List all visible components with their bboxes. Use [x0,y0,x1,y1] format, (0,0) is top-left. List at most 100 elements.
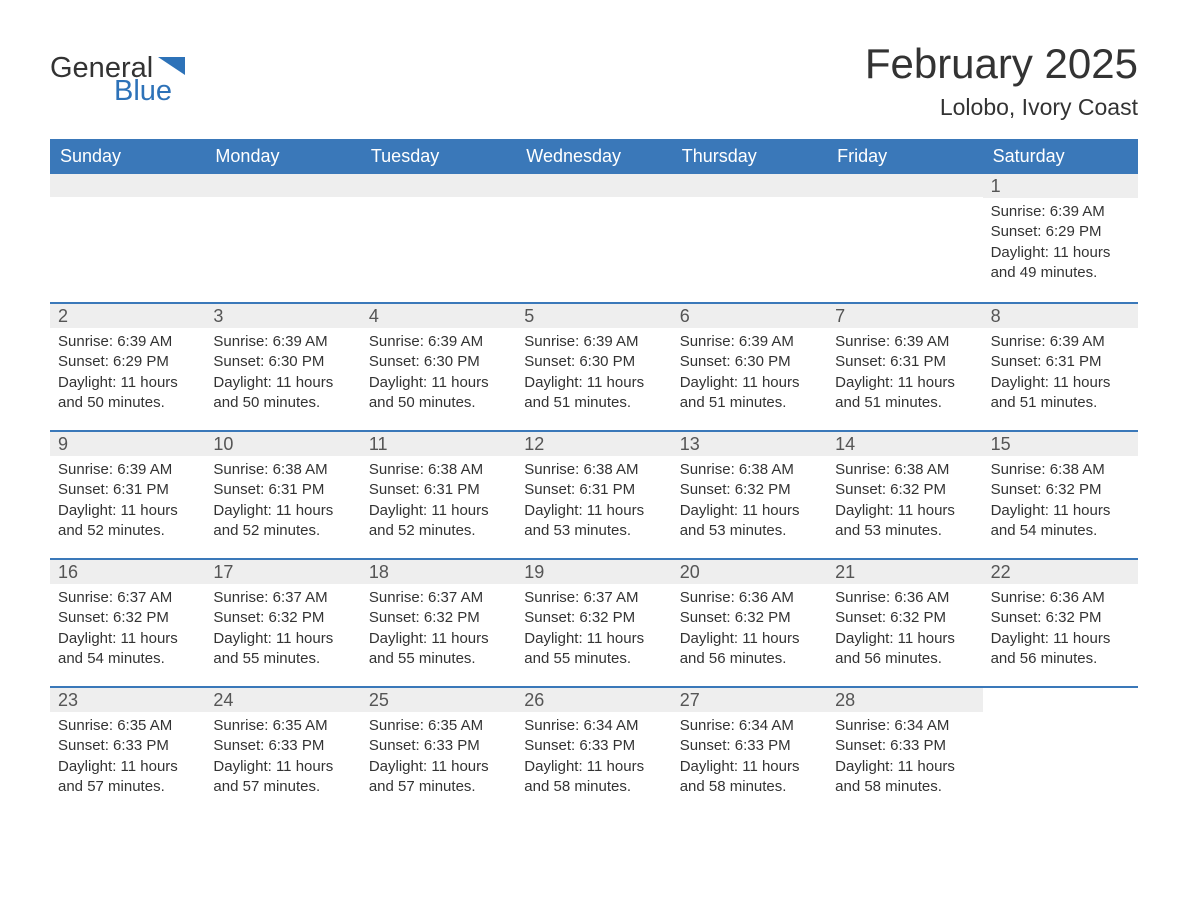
week-row: 23Sunrise: 6:35 AMSunset: 6:33 PMDayligh… [50,686,1138,814]
day-cell: 19Sunrise: 6:37 AMSunset: 6:32 PMDayligh… [516,560,671,686]
daylight-text: Daylight: 11 hours and 57 minutes. [58,757,197,798]
sunset-text: Sunset: 6:33 PM [369,736,508,756]
calendar: Sunday Monday Tuesday Wednesday Thursday… [50,139,1138,814]
empty-day-bar [50,174,205,197]
sunset-text: Sunset: 6:31 PM [369,480,508,500]
day-cell: 17Sunrise: 6:37 AMSunset: 6:32 PMDayligh… [205,560,360,686]
sunrise-text: Sunrise: 6:39 AM [680,332,819,352]
day-details: Sunrise: 6:38 AMSunset: 6:31 PMDaylight:… [516,456,671,551]
sunset-text: Sunset: 6:29 PM [991,222,1130,242]
day-number: 19 [516,560,671,584]
sunset-text: Sunset: 6:32 PM [369,608,508,628]
daylight-text: Daylight: 11 hours and 55 minutes. [369,629,508,670]
weekday-header: Thursday [672,139,827,174]
day-cell: 6Sunrise: 6:39 AMSunset: 6:30 PMDaylight… [672,304,827,430]
day-cell [361,174,516,302]
daylight-text: Daylight: 11 hours and 53 minutes. [524,501,663,542]
day-cell: 5Sunrise: 6:39 AMSunset: 6:30 PMDaylight… [516,304,671,430]
day-cell [827,174,982,302]
empty-day-bar [827,174,982,197]
weekday-header-row: Sunday Monday Tuesday Wednesday Thursday… [50,139,1138,174]
day-cell: 9Sunrise: 6:39 AMSunset: 6:31 PMDaylight… [50,432,205,558]
week-row: 2Sunrise: 6:39 AMSunset: 6:29 PMDaylight… [50,302,1138,430]
day-details: Sunrise: 6:38 AMSunset: 6:32 PMDaylight:… [672,456,827,551]
day-number: 11 [361,432,516,456]
day-cell: 23Sunrise: 6:35 AMSunset: 6:33 PMDayligh… [50,688,205,814]
page-title: February 2025 [865,40,1138,88]
day-details: Sunrise: 6:34 AMSunset: 6:33 PMDaylight:… [516,712,671,807]
daylight-text: Daylight: 11 hours and 56 minutes. [680,629,819,670]
daylight-text: Daylight: 11 hours and 52 minutes. [58,501,197,542]
day-cell: 22Sunrise: 6:36 AMSunset: 6:32 PMDayligh… [983,560,1138,686]
day-details: Sunrise: 6:38 AMSunset: 6:31 PMDaylight:… [205,456,360,551]
day-details: Sunrise: 6:39 AMSunset: 6:31 PMDaylight:… [827,328,982,423]
day-number: 4 [361,304,516,328]
header-area: General Blue February 2025 Lolobo, Ivory… [50,40,1138,121]
day-number: 12 [516,432,671,456]
sunset-text: Sunset: 6:31 PM [991,352,1130,372]
day-cell: 13Sunrise: 6:38 AMSunset: 6:32 PMDayligh… [672,432,827,558]
day-number: 7 [827,304,982,328]
day-details: Sunrise: 6:39 AMSunset: 6:30 PMDaylight:… [361,328,516,423]
daylight-text: Daylight: 11 hours and 58 minutes. [835,757,974,798]
daylight-text: Daylight: 11 hours and 51 minutes. [524,373,663,414]
daylight-text: Daylight: 11 hours and 50 minutes. [213,373,352,414]
day-cell: 8Sunrise: 6:39 AMSunset: 6:31 PMDaylight… [983,304,1138,430]
day-number: 5 [516,304,671,328]
daylight-text: Daylight: 11 hours and 52 minutes. [213,501,352,542]
day-number: 25 [361,688,516,712]
day-details: Sunrise: 6:38 AMSunset: 6:32 PMDaylight:… [983,456,1138,551]
day-details: Sunrise: 6:37 AMSunset: 6:32 PMDaylight:… [516,584,671,679]
daylight-text: Daylight: 11 hours and 55 minutes. [213,629,352,670]
sunrise-text: Sunrise: 6:37 AM [58,588,197,608]
day-cell: 4Sunrise: 6:39 AMSunset: 6:30 PMDaylight… [361,304,516,430]
sunset-text: Sunset: 6:33 PM [213,736,352,756]
day-cell: 3Sunrise: 6:39 AMSunset: 6:30 PMDaylight… [205,304,360,430]
sunrise-text: Sunrise: 6:39 AM [58,460,197,480]
day-details: Sunrise: 6:37 AMSunset: 6:32 PMDaylight:… [361,584,516,679]
sunrise-text: Sunrise: 6:35 AM [213,716,352,736]
sunrise-text: Sunrise: 6:34 AM [524,716,663,736]
day-cell: 24Sunrise: 6:35 AMSunset: 6:33 PMDayligh… [205,688,360,814]
weekday-header: Monday [205,139,360,174]
location-subtitle: Lolobo, Ivory Coast [865,94,1138,121]
sunrise-text: Sunrise: 6:37 AM [213,588,352,608]
weekday-header: Tuesday [361,139,516,174]
empty-day-bar [361,174,516,197]
daylight-text: Daylight: 11 hours and 56 minutes. [991,629,1130,670]
sunset-text: Sunset: 6:32 PM [58,608,197,628]
empty-day-bar [516,174,671,197]
sunset-text: Sunset: 6:30 PM [213,352,352,372]
day-details: Sunrise: 6:39 AMSunset: 6:30 PMDaylight:… [516,328,671,423]
sunset-text: Sunset: 6:32 PM [835,480,974,500]
day-details: Sunrise: 6:38 AMSunset: 6:31 PMDaylight:… [361,456,516,551]
day-number: 15 [983,432,1138,456]
day-number: 6 [672,304,827,328]
daylight-text: Daylight: 11 hours and 54 minutes. [58,629,197,670]
day-details: Sunrise: 6:37 AMSunset: 6:32 PMDaylight:… [205,584,360,679]
daylight-text: Daylight: 11 hours and 51 minutes. [835,373,974,414]
day-number: 28 [827,688,982,712]
sunset-text: Sunset: 6:31 PM [835,352,974,372]
day-cell: 16Sunrise: 6:37 AMSunset: 6:32 PMDayligh… [50,560,205,686]
sunrise-text: Sunrise: 6:38 AM [524,460,663,480]
daylight-text: Daylight: 11 hours and 55 minutes. [524,629,663,670]
day-number: 22 [983,560,1138,584]
day-cell [516,174,671,302]
daylight-text: Daylight: 11 hours and 53 minutes. [680,501,819,542]
week-row: 16Sunrise: 6:37 AMSunset: 6:32 PMDayligh… [50,558,1138,686]
day-cell: 18Sunrise: 6:37 AMSunset: 6:32 PMDayligh… [361,560,516,686]
sunset-text: Sunset: 6:29 PM [58,352,197,372]
daylight-text: Daylight: 11 hours and 51 minutes. [680,373,819,414]
sunrise-text: Sunrise: 6:35 AM [369,716,508,736]
sunset-text: Sunset: 6:32 PM [213,608,352,628]
day-cell: 28Sunrise: 6:34 AMSunset: 6:33 PMDayligh… [827,688,982,814]
day-cell: 12Sunrise: 6:38 AMSunset: 6:31 PMDayligh… [516,432,671,558]
sunset-text: Sunset: 6:33 PM [524,736,663,756]
sunset-text: Sunset: 6:32 PM [680,480,819,500]
sunset-text: Sunset: 6:33 PM [680,736,819,756]
sunrise-text: Sunrise: 6:39 AM [991,202,1130,222]
sunrise-text: Sunrise: 6:37 AM [524,588,663,608]
sunrise-text: Sunrise: 6:39 AM [213,332,352,352]
sunrise-text: Sunrise: 6:36 AM [835,588,974,608]
